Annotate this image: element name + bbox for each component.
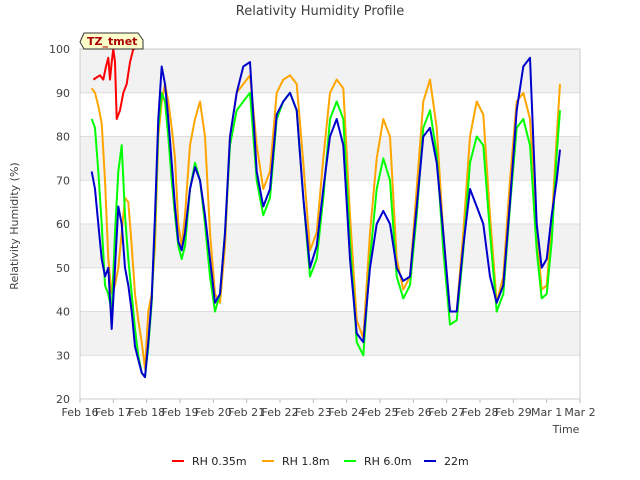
x-tick-label: Mar 1 — [531, 406, 562, 419]
x-tick-label: Feb 25 — [362, 406, 399, 419]
legend-label: RH 0.35m — [192, 455, 247, 468]
x-tick-label: Feb 28 — [462, 406, 499, 419]
y-tick-label: 30 — [56, 349, 70, 362]
x-tick-label: Feb 24 — [328, 406, 365, 419]
legend-label: RH 1.8m — [282, 455, 330, 468]
x-tick-label: Feb 20 — [195, 406, 232, 419]
y-axis-title: Relativity Humidity (%) — [8, 162, 21, 289]
legend-label: RH 6.0m — [364, 455, 412, 468]
plot-band — [80, 311, 580, 356]
y-tick-label: 80 — [56, 131, 70, 144]
x-tick-label: Feb 27 — [428, 406, 465, 419]
plot-background — [80, 49, 580, 399]
x-tick-label: Feb 17 — [95, 406, 132, 419]
y-tick-label: 90 — [56, 87, 70, 100]
y-tick-label: 40 — [56, 306, 70, 319]
y-tick-label: 100 — [49, 43, 70, 56]
chart-title: Relativity Humidity Profile — [236, 4, 404, 19]
plot-band — [80, 49, 580, 93]
y-tick-label: 70 — [56, 174, 70, 187]
x-tick-label: Feb 26 — [395, 406, 432, 419]
x-tick-label: Feb 18 — [128, 406, 165, 419]
x-tick-label: Mar 2 — [564, 406, 595, 419]
legend: RH 0.35m RH 1.8m RH 6.0m 22m — [172, 455, 469, 468]
x-tick-label: Feb 16 — [62, 406, 99, 419]
x-tick-label: Feb 19 — [162, 406, 199, 419]
x-tick-label: Feb 23 — [295, 406, 332, 419]
plot-band — [80, 180, 580, 224]
x-tick-label: Feb 29 — [495, 406, 532, 419]
series-line-22m — [90, 56, 561, 379]
series-lines — [90, 49, 561, 379]
plot-frame — [79, 48, 581, 400]
y-tick-label: 60 — [56, 218, 70, 231]
y-axis-ticks: 20 30 40 50 60 70 80 90 100 — [49, 43, 70, 406]
plot-band — [80, 355, 580, 399]
x-axis-title: Time — [552, 423, 580, 436]
legend-label: 22m — [444, 455, 469, 468]
y-tick-label: 50 — [56, 262, 70, 275]
station-label-box — [79, 32, 144, 50]
series-line-rh-1-8m — [90, 74, 561, 370]
x-tick-label: Feb 22 — [262, 406, 299, 419]
station-label: TZ_tmet — [79, 32, 144, 50]
y-tick-label: 20 — [56, 393, 70, 406]
station-label-text: TZ_tmet — [87, 35, 137, 48]
series-line-rh-0-35m — [92, 49, 135, 120]
x-tick-label: Feb 21 — [228, 406, 265, 419]
plot-band — [80, 224, 580, 268]
